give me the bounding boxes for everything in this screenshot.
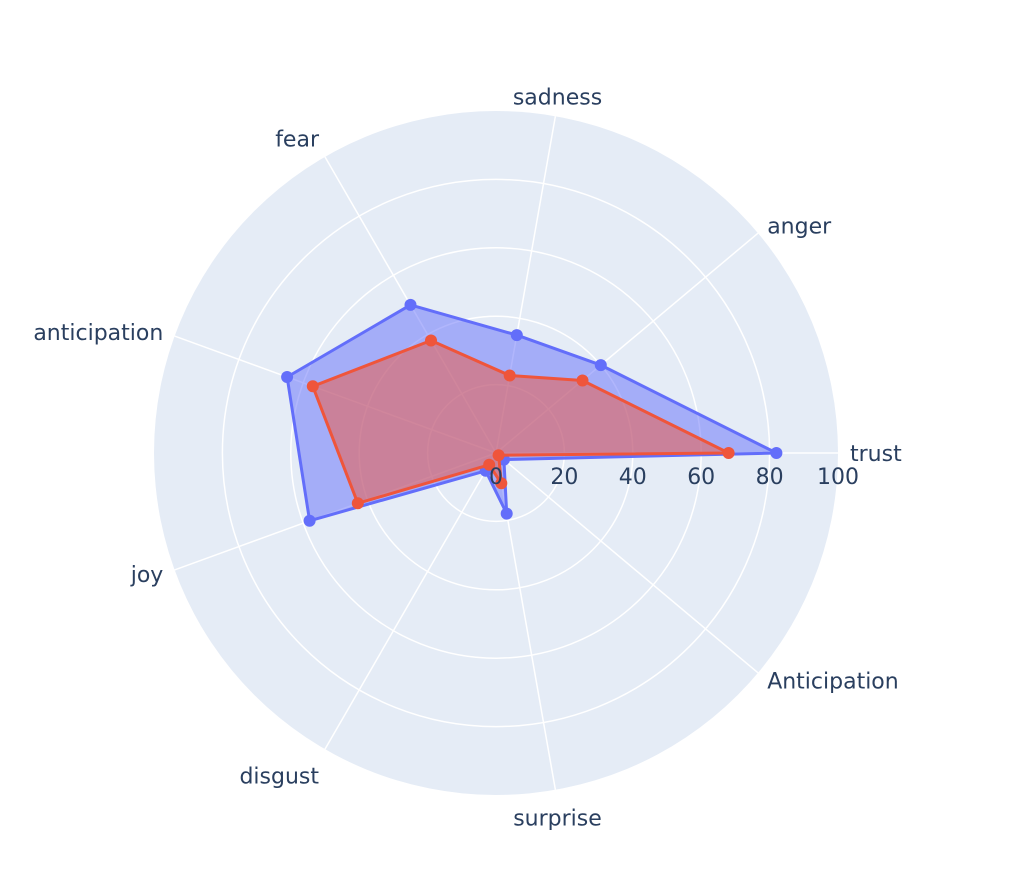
series-0-point-surprise-7 [500,507,513,520]
series-1-point-surprise-7 [495,477,508,490]
series-0-point-sadness-2 [510,329,523,342]
series-1-point-sadness-2 [503,369,516,382]
angular-label-anticipation-4: anticipation [33,321,163,346]
angular-label-surprise-7: surprise [513,807,602,832]
angular-label-fear-3: fear [275,127,320,152]
radial-tick-label-20: 20 [550,465,578,490]
radial-tick-label-60: 60 [687,465,715,490]
series-0-point-trust-0 [770,447,783,459]
series-1-point-anticipation-4 [306,380,319,393]
angular-label-anticipation-8: Anticipation [767,670,899,695]
series-1-point-joy-5 [351,497,364,510]
grid-spoke-anticipation-8 [495,452,759,674]
series-layer [281,298,783,527]
angular-label-disgust-6: disgust [239,765,319,790]
radial-tick-label-80: 80 [756,465,784,490]
series-1-point-anger-1 [576,374,589,387]
angular-label-joy-5: joy [130,563,164,588]
series-0-point-anticipation-4 [281,371,294,383]
series-1-point-anticipation-8 [492,449,505,462]
grid-spoke-disgust-6 [324,452,497,750]
series-1-area [311,339,731,505]
series-1-point-fear-3 [425,334,437,347]
radial-tick-label-40: 40 [619,465,647,490]
angular-label-sadness-2: sadness [513,85,602,110]
series-0-point-fear-3 [404,298,417,311]
series-1-point-disgust-6 [483,458,496,471]
series-1-point-trust-0 [722,447,735,459]
series-0-point-joy-5 [303,514,316,527]
series-0-point-anger-1 [594,359,607,372]
angular-label-trust-0: trust [850,442,902,467]
radial-tick-label-100: 100 [817,465,859,490]
angular-labels: trust anger sadness fear anticipation joy disg… [33,85,902,831]
radial-ticks: 0 20 40 60 80 100 [489,465,859,490]
radial-tick-label-0: 0 [489,465,503,490]
angular-label-anger-1: anger [767,215,832,240]
